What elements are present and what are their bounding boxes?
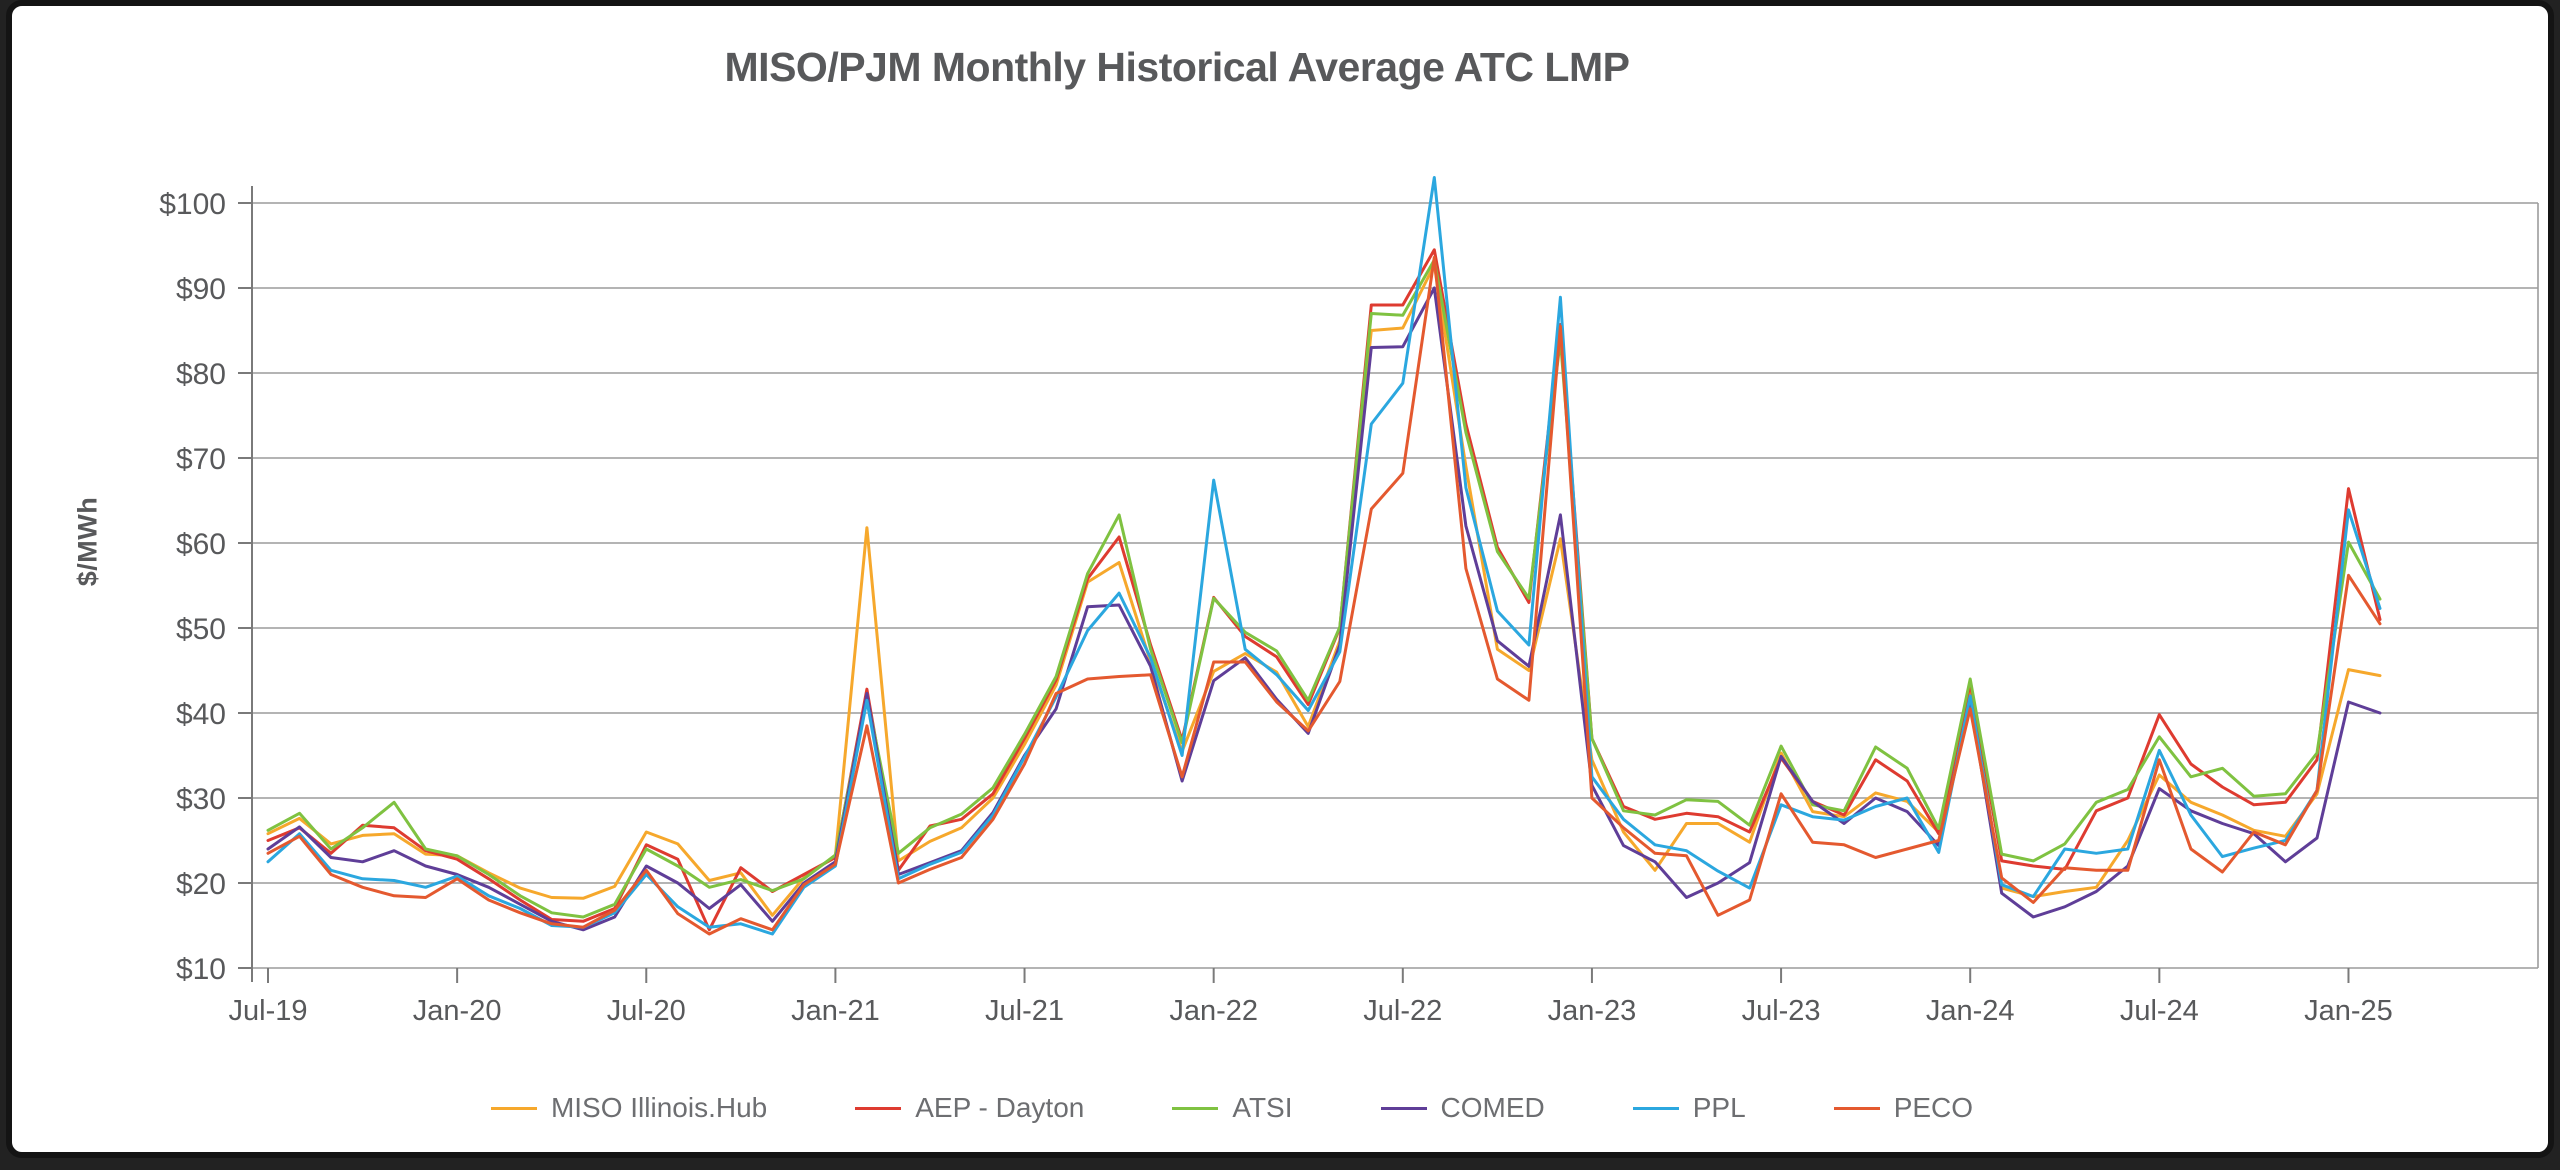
y-tick-label: $40 [176,698,226,731]
x-tick-label: Jul-23 [1742,995,1821,1027]
x-tick-label: Jul-20 [607,995,686,1027]
legend-item-comed: COMED [1380,1092,1545,1124]
series-line-ppl [266,176,2382,936]
chart-legend: MISO Illinois.Hub AEP - Dayton ATSI COMED PP… [12,1092,2452,1124]
legend-label: AEP - Dayton [915,1092,1085,1123]
legend-label: ATSI [1232,1092,1293,1123]
y-tick-label: $60 [176,528,226,561]
lmp-line-chart: $10 $20 $30 $40 $50 $60 $70 $80 $90 $100 Jul-19 Jan… [159,176,2539,1027]
x-tick-label: Jan-20 [413,995,502,1027]
y-tick-label: $80 [176,358,226,391]
y-tick-label: $30 [176,783,226,816]
legend-item-aep-dayton: AEP - Dayton [855,1092,1084,1124]
y-tick-label: $20 [176,868,226,901]
legend-label: PECO [1893,1092,1974,1123]
legend-label: PPL [1692,1092,1746,1123]
y-tick-label: $70 [176,443,226,476]
chart-title: MISO/PJM Monthly Historical Average ATC … [724,44,1630,90]
x-tick-label: Jul-22 [1363,995,1442,1027]
x-tick-label: Jul-19 [229,995,308,1027]
legend-swatch [490,1106,537,1110]
legend-label: COMED [1440,1092,1545,1123]
legend-swatch [1833,1106,1880,1110]
x-tick-label: Jan-24 [1926,995,2015,1027]
legend-swatch [855,1106,902,1110]
x-tick-label: Jan-23 [1548,995,1637,1027]
x-tick-label: Jul-24 [2120,995,2199,1027]
series-line-aep-dayton [266,248,2382,932]
x-tick-label: Jan-21 [791,995,880,1027]
legend-item-atsi: ATSI [1172,1092,1293,1124]
x-tick-label: Jan-25 [2304,995,2393,1027]
x-tick-label: Jan-22 [1169,995,1258,1027]
series-line-atsi [266,258,2382,919]
legend-item-peco: PECO [1833,1092,1974,1124]
y-tick-label: $10 [176,953,226,986]
y-tick-label: $90 [176,273,226,306]
legend-item-miso-illinois-hub: MISO Illinois.Hub [490,1092,768,1124]
y-tick-label: $50 [176,613,226,646]
x-tick-label: Jul-21 [985,995,1064,1027]
legend-item-ppl: PPL [1632,1092,1746,1124]
y-axis-title: $/MWh [72,496,103,587]
legend-label: MISO Illinois.Hub [550,1092,768,1123]
legend-swatch [1632,1106,1679,1110]
chart-card: $10 $20 $30 $40 $50 $60 $70 $80 $90 $100 Jul-19 Jan… [6,0,2554,1158]
series-line-miso-illinois-hub [266,263,2382,917]
series-line-peco [266,255,2382,936]
y-tick-label: $100 [159,188,226,221]
legend-swatch [1380,1106,1427,1110]
legend-swatch [1172,1106,1219,1110]
series-line-comed [266,286,2382,932]
